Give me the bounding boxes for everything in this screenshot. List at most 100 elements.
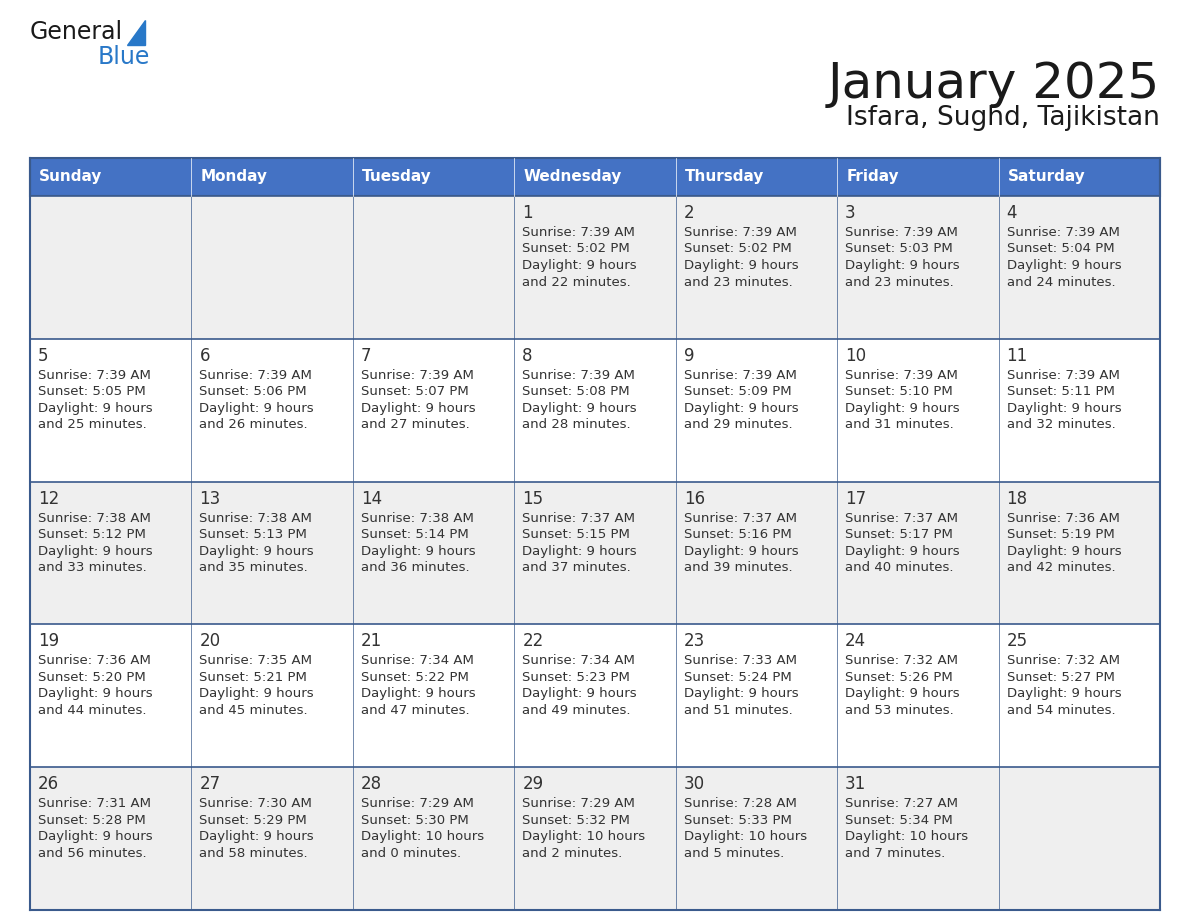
Text: Daylight: 9 hours: Daylight: 9 hours	[200, 402, 314, 415]
Text: 19: 19	[38, 633, 59, 650]
Text: Sunset: 5:09 PM: Sunset: 5:09 PM	[684, 386, 791, 398]
Text: Daylight: 10 hours: Daylight: 10 hours	[523, 830, 645, 844]
Text: 12: 12	[38, 489, 59, 508]
Text: Sunrise: 7:39 AM: Sunrise: 7:39 AM	[845, 226, 958, 239]
Text: Sunrise: 7:39 AM: Sunrise: 7:39 AM	[523, 369, 636, 382]
Text: 5: 5	[38, 347, 49, 364]
Text: Sunset: 5:02 PM: Sunset: 5:02 PM	[684, 242, 791, 255]
Text: and 42 minutes.: and 42 minutes.	[1006, 561, 1116, 574]
Text: 13: 13	[200, 489, 221, 508]
Text: and 0 minutes.: and 0 minutes.	[361, 846, 461, 859]
Text: 7: 7	[361, 347, 372, 364]
Text: Daylight: 9 hours: Daylight: 9 hours	[684, 259, 798, 272]
Text: and 23 minutes.: and 23 minutes.	[684, 275, 792, 288]
Text: Sunrise: 7:36 AM: Sunrise: 7:36 AM	[38, 655, 151, 667]
Text: 21: 21	[361, 633, 383, 650]
Text: 26: 26	[38, 775, 59, 793]
Text: 23: 23	[684, 633, 704, 650]
Text: Sunrise: 7:38 AM: Sunrise: 7:38 AM	[38, 511, 151, 524]
Text: General: General	[30, 20, 124, 44]
Text: Sunrise: 7:39 AM: Sunrise: 7:39 AM	[361, 369, 474, 382]
Text: 10: 10	[845, 347, 866, 364]
Bar	[30, 196, 1159, 339]
Text: Daylight: 9 hours: Daylight: 9 hours	[1006, 544, 1121, 557]
Text: 8: 8	[523, 347, 532, 364]
Text: 24: 24	[845, 633, 866, 650]
Text: Sunrise: 7:29 AM: Sunrise: 7:29 AM	[523, 797, 636, 811]
Text: 25: 25	[1006, 633, 1028, 650]
Text: Sunset: 5:30 PM: Sunset: 5:30 PM	[361, 813, 468, 827]
Text: 2: 2	[684, 204, 694, 222]
Bar	[30, 624, 1159, 767]
Bar	[676, 158, 838, 196]
Text: and 51 minutes.: and 51 minutes.	[684, 704, 792, 717]
Text: 14: 14	[361, 489, 383, 508]
Text: and 22 minutes.: and 22 minutes.	[523, 275, 631, 288]
Text: Daylight: 9 hours: Daylight: 9 hours	[1006, 402, 1121, 415]
Text: Sunset: 5:08 PM: Sunset: 5:08 PM	[523, 386, 630, 398]
Text: 17: 17	[845, 489, 866, 508]
Text: Sunrise: 7:27 AM: Sunrise: 7:27 AM	[845, 797, 959, 811]
Text: Daylight: 9 hours: Daylight: 9 hours	[523, 259, 637, 272]
Text: Daylight: 9 hours: Daylight: 9 hours	[845, 544, 960, 557]
Text: Sunrise: 7:32 AM: Sunrise: 7:32 AM	[1006, 655, 1119, 667]
Bar	[514, 158, 676, 196]
Text: Daylight: 9 hours: Daylight: 9 hours	[361, 544, 475, 557]
Text: Sunset: 5:28 PM: Sunset: 5:28 PM	[38, 813, 146, 827]
Text: Isfara, Sughd, Tajikistan: Isfara, Sughd, Tajikistan	[846, 105, 1159, 131]
Bar	[30, 767, 1159, 910]
Text: Sunrise: 7:33 AM: Sunrise: 7:33 AM	[684, 655, 797, 667]
Text: Sunset: 5:26 PM: Sunset: 5:26 PM	[845, 671, 953, 684]
Bar	[999, 158, 1159, 196]
Text: Daylight: 9 hours: Daylight: 9 hours	[361, 402, 475, 415]
Text: Sunset: 5:32 PM: Sunset: 5:32 PM	[523, 813, 630, 827]
Text: Sunset: 5:16 PM: Sunset: 5:16 PM	[684, 528, 791, 541]
Text: and 29 minutes.: and 29 minutes.	[684, 419, 792, 431]
Text: Sunrise: 7:37 AM: Sunrise: 7:37 AM	[523, 511, 636, 524]
Text: and 54 minutes.: and 54 minutes.	[1006, 704, 1116, 717]
Text: Friday: Friday	[846, 170, 899, 185]
Text: 22: 22	[523, 633, 544, 650]
Text: 28: 28	[361, 775, 383, 793]
Text: Sunset: 5:04 PM: Sunset: 5:04 PM	[1006, 242, 1114, 255]
Bar	[353, 158, 514, 196]
Text: Sunset: 5:22 PM: Sunset: 5:22 PM	[361, 671, 469, 684]
Text: Daylight: 9 hours: Daylight: 9 hours	[523, 402, 637, 415]
Text: Sunset: 5:05 PM: Sunset: 5:05 PM	[38, 386, 146, 398]
Bar	[30, 339, 1159, 482]
Text: and 44 minutes.: and 44 minutes.	[38, 704, 146, 717]
Text: Sunrise: 7:29 AM: Sunrise: 7:29 AM	[361, 797, 474, 811]
Text: Daylight: 9 hours: Daylight: 9 hours	[845, 402, 960, 415]
Text: and 26 minutes.: and 26 minutes.	[200, 419, 308, 431]
Text: Sunset: 5:06 PM: Sunset: 5:06 PM	[200, 386, 307, 398]
Text: Sunset: 5:12 PM: Sunset: 5:12 PM	[38, 528, 146, 541]
Text: Sunrise: 7:37 AM: Sunrise: 7:37 AM	[845, 511, 959, 524]
Text: Sunrise: 7:39 AM: Sunrise: 7:39 AM	[1006, 226, 1119, 239]
Text: 31: 31	[845, 775, 866, 793]
Text: Daylight: 9 hours: Daylight: 9 hours	[1006, 688, 1121, 700]
Text: and 45 minutes.: and 45 minutes.	[200, 704, 308, 717]
Text: Sunset: 5:24 PM: Sunset: 5:24 PM	[684, 671, 791, 684]
Text: Thursday: Thursday	[684, 170, 764, 185]
Text: Sunset: 5:29 PM: Sunset: 5:29 PM	[200, 813, 308, 827]
Polygon shape	[127, 20, 145, 45]
Text: Sunrise: 7:38 AM: Sunrise: 7:38 AM	[361, 511, 474, 524]
Text: Sunset: 5:10 PM: Sunset: 5:10 PM	[845, 386, 953, 398]
Text: Daylight: 9 hours: Daylight: 9 hours	[361, 688, 475, 700]
Text: Tuesday: Tuesday	[362, 170, 431, 185]
Text: Sunrise: 7:37 AM: Sunrise: 7:37 AM	[684, 511, 797, 524]
Text: 6: 6	[200, 347, 210, 364]
Text: Sunrise: 7:34 AM: Sunrise: 7:34 AM	[361, 655, 474, 667]
Text: and 23 minutes.: and 23 minutes.	[845, 275, 954, 288]
Text: Daylight: 9 hours: Daylight: 9 hours	[38, 688, 152, 700]
Text: Daylight: 9 hours: Daylight: 9 hours	[1006, 259, 1121, 272]
Text: Sunset: 5:23 PM: Sunset: 5:23 PM	[523, 671, 630, 684]
Text: Sunrise: 7:39 AM: Sunrise: 7:39 AM	[523, 226, 636, 239]
Text: Sunday: Sunday	[39, 170, 102, 185]
Text: Sunrise: 7:39 AM: Sunrise: 7:39 AM	[684, 369, 797, 382]
Text: 9: 9	[684, 347, 694, 364]
Bar	[30, 158, 191, 196]
Text: Daylight: 9 hours: Daylight: 9 hours	[200, 688, 314, 700]
Text: 20: 20	[200, 633, 221, 650]
Text: 29: 29	[523, 775, 543, 793]
